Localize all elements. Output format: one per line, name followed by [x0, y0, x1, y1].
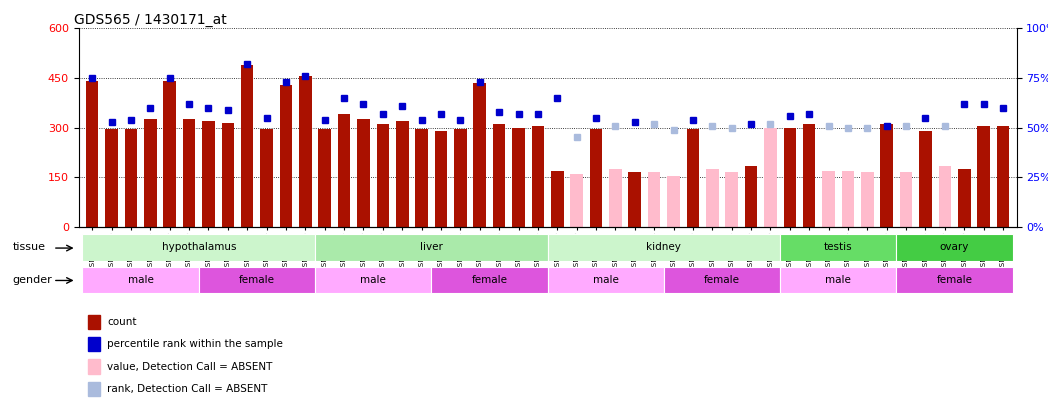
Bar — [780, 234, 896, 261]
Bar — [86, 81, 99, 227]
Bar — [725, 172, 738, 227]
Bar — [531, 126, 544, 227]
Text: gender: gender — [13, 275, 52, 285]
Bar — [663, 266, 780, 293]
Bar — [163, 81, 176, 227]
Text: male: male — [826, 275, 851, 285]
Bar — [609, 169, 621, 227]
Bar — [978, 126, 990, 227]
Bar — [357, 119, 370, 227]
Bar — [319, 129, 331, 227]
Bar — [784, 128, 796, 227]
Bar — [83, 266, 199, 293]
Text: tissue: tissue — [13, 243, 45, 252]
Bar — [919, 131, 932, 227]
Bar — [454, 129, 466, 227]
Bar — [880, 124, 893, 227]
Bar — [241, 65, 254, 227]
Text: ovary: ovary — [940, 243, 969, 252]
Bar — [900, 172, 913, 227]
Text: female: female — [937, 275, 973, 285]
Bar — [299, 76, 311, 227]
Bar — [105, 129, 117, 227]
Bar — [764, 128, 777, 227]
Bar — [668, 175, 680, 227]
Bar — [629, 172, 641, 227]
Text: GDS565 / 1430171_at: GDS565 / 1430171_at — [74, 13, 226, 27]
Bar — [125, 129, 137, 227]
Bar — [686, 129, 699, 227]
Bar — [745, 166, 758, 227]
Bar — [199, 266, 315, 293]
Text: female: female — [239, 275, 275, 285]
Bar — [780, 266, 896, 293]
Bar — [315, 266, 432, 293]
Bar — [648, 172, 660, 227]
Text: value, Detection Call = ABSENT: value, Detection Call = ABSENT — [107, 362, 272, 371]
Bar — [842, 171, 854, 227]
Bar — [182, 119, 195, 227]
Bar — [221, 123, 234, 227]
Text: count: count — [107, 317, 136, 327]
Bar — [958, 169, 970, 227]
Bar — [280, 85, 292, 227]
Text: kidney: kidney — [647, 243, 681, 252]
Bar — [88, 337, 101, 351]
Text: female: female — [704, 275, 740, 285]
Bar — [896, 234, 1012, 261]
Bar — [570, 174, 583, 227]
Bar — [512, 128, 525, 227]
Text: male: male — [128, 275, 154, 285]
Text: liver: liver — [420, 243, 442, 252]
Bar — [939, 166, 952, 227]
Bar — [547, 266, 663, 293]
Bar — [260, 129, 272, 227]
Bar — [803, 124, 815, 227]
Text: hypothalamus: hypothalamus — [161, 243, 236, 252]
Bar — [474, 83, 486, 227]
Bar — [435, 131, 447, 227]
Bar — [997, 126, 1009, 227]
Text: male: male — [361, 275, 386, 285]
Bar — [88, 360, 101, 373]
Bar — [896, 266, 1012, 293]
Text: male: male — [593, 275, 618, 285]
Bar — [83, 234, 315, 261]
Text: female: female — [472, 275, 507, 285]
Bar — [202, 121, 215, 227]
Bar — [337, 114, 350, 227]
Bar — [376, 124, 389, 227]
Bar — [432, 266, 547, 293]
Bar — [547, 234, 780, 261]
Bar — [415, 129, 428, 227]
Bar — [551, 171, 564, 227]
Bar — [88, 382, 101, 396]
Bar — [590, 129, 603, 227]
Bar — [144, 119, 156, 227]
Bar — [493, 124, 505, 227]
Text: percentile rank within the sample: percentile rank within the sample — [107, 339, 283, 349]
Text: testis: testis — [824, 243, 853, 252]
Bar — [88, 315, 101, 329]
Text: rank, Detection Call = ABSENT: rank, Detection Call = ABSENT — [107, 384, 267, 394]
Bar — [706, 169, 719, 227]
Bar — [396, 121, 409, 227]
Bar — [823, 171, 835, 227]
Bar — [315, 234, 547, 261]
Bar — [861, 172, 874, 227]
